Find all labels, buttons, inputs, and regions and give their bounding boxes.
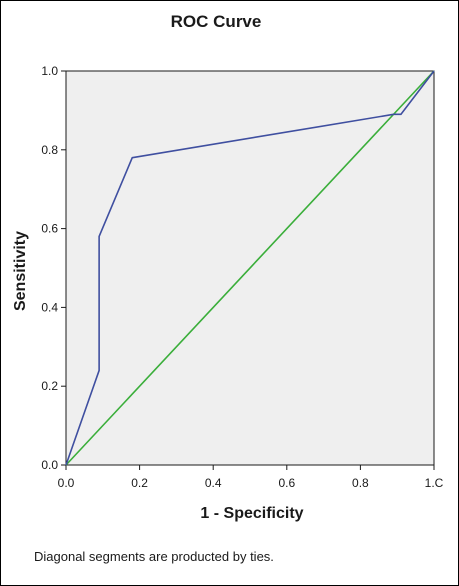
y-tick-label: 0.2 [41, 379, 58, 393]
y-tick-label: 0.4 [41, 300, 58, 314]
chart-footnote: Diagonal segments are producted by ties. [34, 549, 274, 564]
x-tick-label: 0.8 [352, 476, 369, 490]
x-axis: 0.0 0.2 0.4 0.6 0.8 1.C [58, 465, 444, 490]
y-tick-label: 0.8 [41, 143, 58, 157]
y-tick-label: 0.0 [41, 458, 58, 472]
series-layer [65, 70, 435, 466]
x-tick-label: 0.4 [205, 476, 222, 490]
x-tick-label: 0.0 [58, 476, 75, 490]
y-axis: 0.0 0.2 0.4 0.6 0.8 1.0 [41, 64, 66, 472]
x-tick-label: 1.C [425, 476, 444, 490]
y-tick-label: 0.6 [41, 222, 58, 236]
x-tick-label: 0.2 [131, 476, 148, 490]
x-axis-label: 1 - Specificity [200, 505, 303, 522]
y-axis-label: Sensitivity [12, 231, 29, 311]
x-tick-label: 0.6 [278, 476, 295, 490]
y-tick-label: 1.0 [41, 64, 58, 78]
chart-title: ROC Curve [171, 12, 262, 31]
roc-curve-line [65, 70, 435, 466]
reference-diagonal-line [65, 70, 435, 466]
